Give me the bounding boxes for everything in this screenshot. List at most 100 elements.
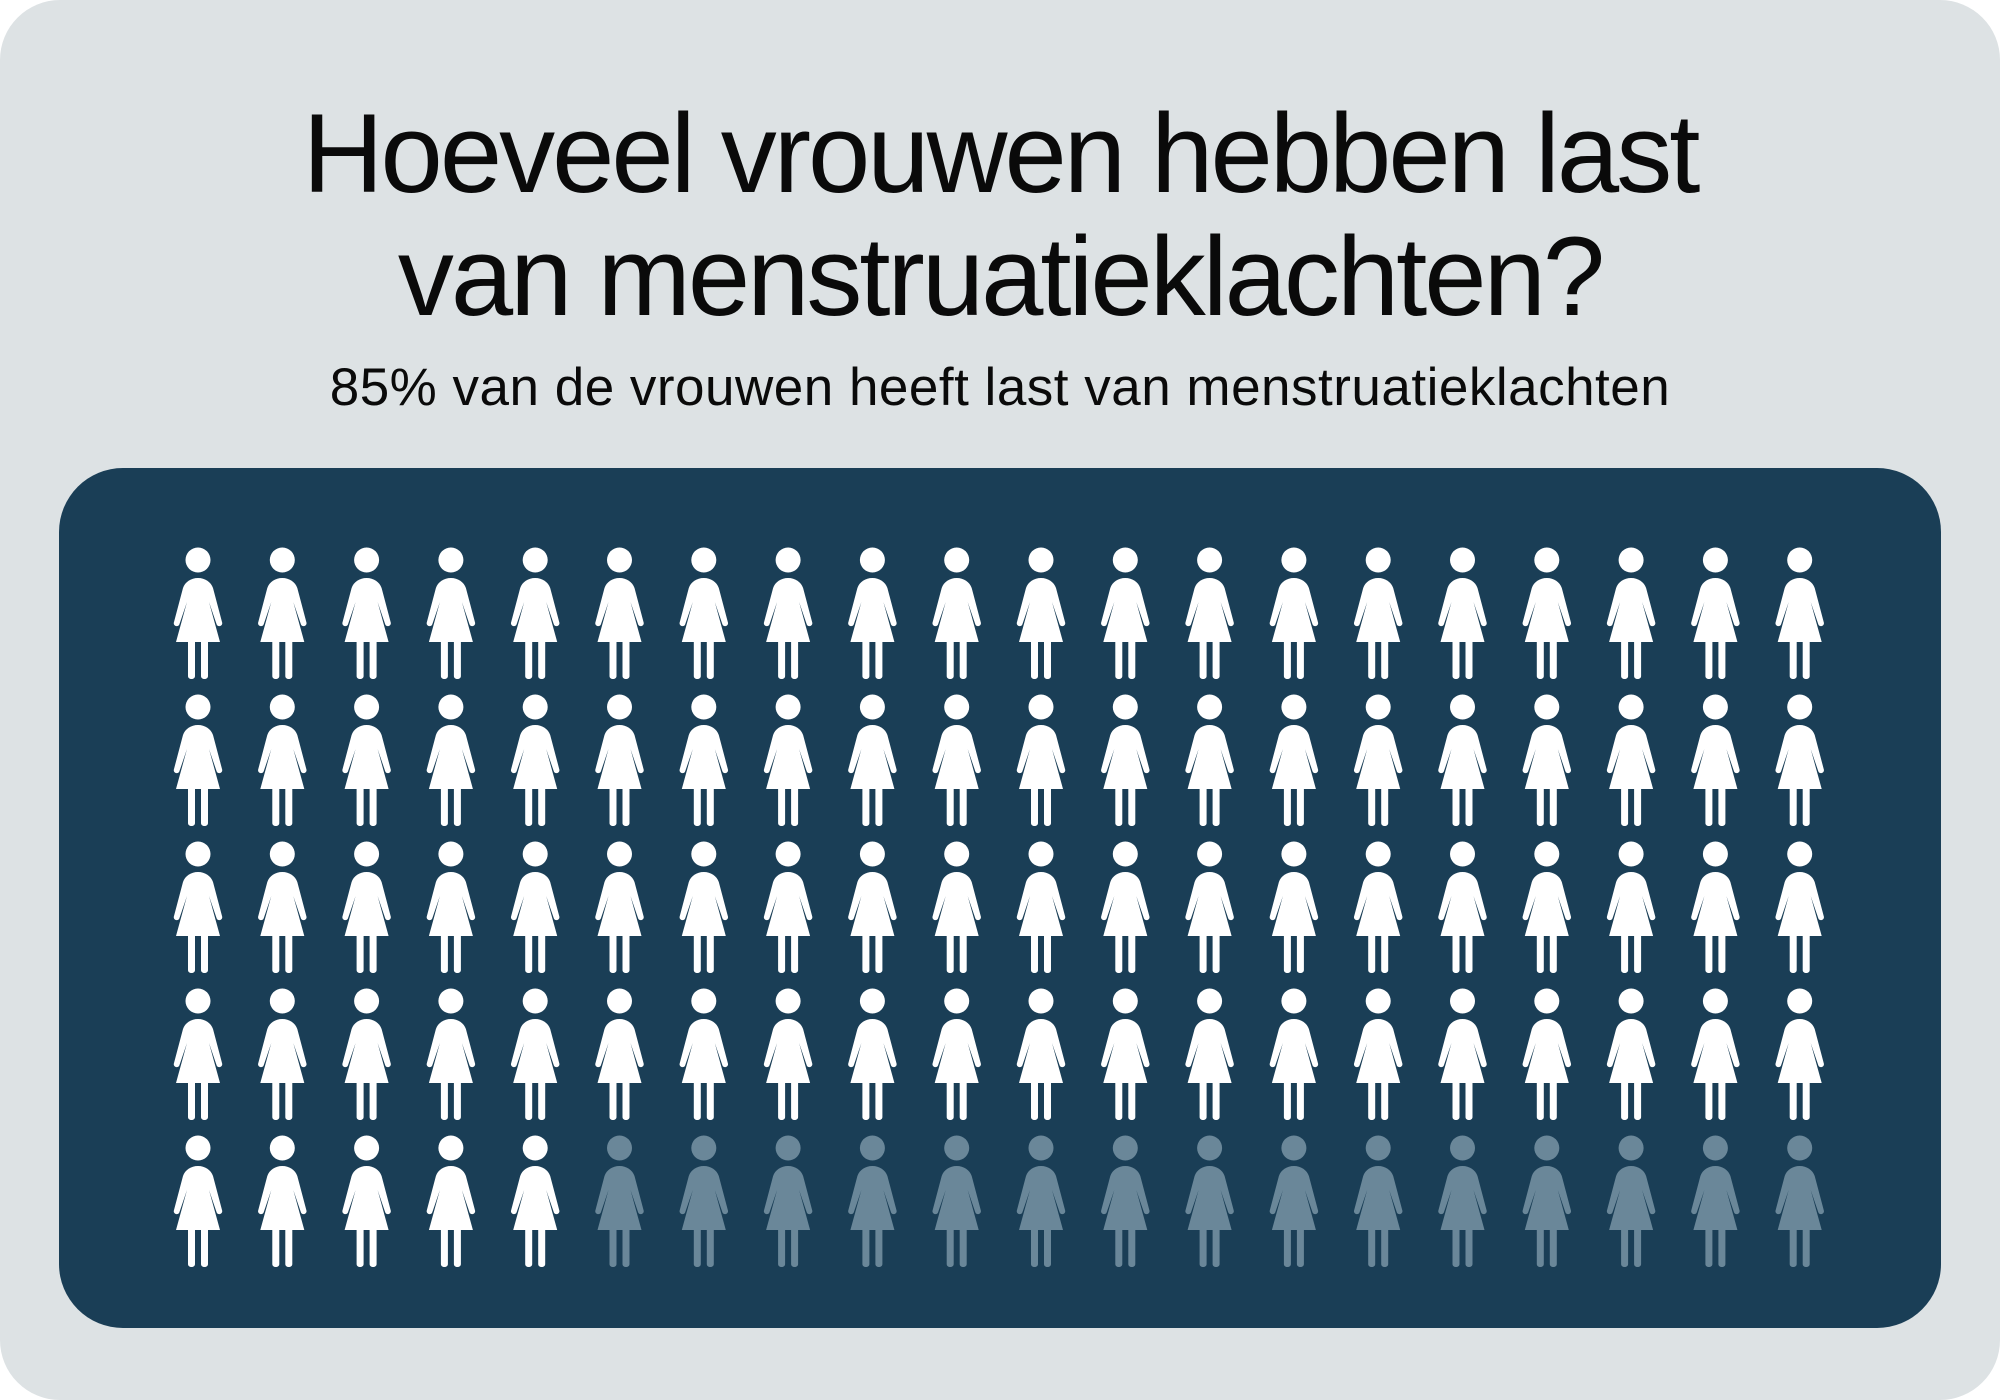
woman-icon-head [1450,841,1475,867]
woman-icon-body [1269,1019,1319,1120]
woman-icon-body [258,578,307,679]
woman-icon-head [944,694,970,720]
woman-icon-head [354,694,380,720]
woman-icon-filled [258,841,307,973]
title-line-2: van menstruatieklachten? [397,214,1605,339]
woman-icon-filled [1269,547,1319,679]
woman-icon-filled [342,547,391,679]
woman-icon-body [510,872,560,973]
woman-icon-filled [848,694,897,826]
woman-icon-body [763,725,813,826]
woman-icon-body [679,578,729,679]
woman-icon-filled [426,841,476,973]
woman-icon-body [1522,1019,1572,1120]
woman-icon-body [1016,725,1066,826]
woman-icon-body [342,725,391,826]
woman-icon-head [1787,841,1813,867]
woman-icon-body [1606,1019,1656,1120]
woman-icon-filled [595,988,644,1120]
woman-icon-filled [932,841,981,973]
woman-icon-head [438,1135,464,1161]
woman-icon-filled [1185,694,1234,826]
woman-icon-head [1365,988,1391,1014]
woman-icon-head [438,841,464,867]
woman-icon-unfilled [1438,1135,1487,1267]
woman-icon-head [944,988,970,1014]
woman-icon-body [1269,578,1319,679]
woman-icon-head [354,1135,380,1161]
woman-icon-filled [1438,547,1487,679]
woman-icon-filled [1438,841,1487,973]
woman-icon-filled [258,694,307,826]
woman-icon-body [1185,725,1234,826]
woman-icon-head [691,1135,717,1161]
woman-icon-unfilled [1775,1135,1824,1267]
woman-icon-head [438,988,464,1014]
woman-icon-head [1365,547,1391,573]
woman-icon-body [173,1166,223,1267]
woman-icon-body [1438,578,1487,679]
woman-icon-head [859,547,885,573]
woman-icon-head [522,1135,548,1161]
woman-icon-filled [763,694,813,826]
woman-icon-filled [679,547,729,679]
woman-icon-body [342,578,391,679]
woman-icon-filled [342,988,391,1120]
woman-icon-filled [1775,547,1824,679]
woman-icon-head [1450,547,1475,573]
woman-icon-filled [342,841,391,973]
woman-icon-filled [1101,988,1150,1120]
woman-icon-head [438,547,464,573]
woman-icon-body [1269,1166,1319,1267]
woman-icon-filled [1606,694,1656,826]
woman-icon-filled [1016,988,1066,1120]
woman-icon-body [1185,578,1234,679]
woman-icon-filled [258,547,307,679]
woman-icon-filled [173,1135,223,1267]
woman-icon-body [1438,1166,1487,1267]
woman-icon-filled [510,547,560,679]
infographic-title: Hoeveel vrouwen hebben last van menstrua… [0,92,2000,338]
woman-icon-head [1112,841,1138,867]
woman-icon-body [1016,1019,1066,1120]
woman-icon-head [775,547,801,573]
woman-icon-head [607,1135,632,1161]
woman-icon-head [1618,1135,1644,1161]
woman-icon-head [1534,841,1560,867]
woman-icon-head [1787,1135,1813,1161]
woman-icon-filled [763,547,813,679]
woman-icon-filled [1016,547,1066,679]
woman-icon-head [1450,694,1475,720]
woman-icon-head [1534,547,1560,573]
woman-icon-head [1281,1135,1307,1161]
woman-icon-body [1269,872,1319,973]
woman-icon-head [1618,547,1644,573]
woman-icon-body [848,872,897,973]
woman-icon-body [595,872,644,973]
woman-icon-filled [1775,988,1824,1120]
woman-icon-body [848,578,897,679]
woman-icon-head [269,1135,295,1161]
woman-icon-head [1281,841,1307,867]
woman-icon-head [185,988,211,1014]
woman-icon-filled [1353,547,1403,679]
woman-icon-head [1028,547,1054,573]
woman-icon-filled [1438,988,1487,1120]
woman-icon-unfilled [763,1135,813,1267]
woman-icon-head [1112,1135,1138,1161]
title-line-1: Hoeveel vrouwen hebben last [302,91,1701,216]
woman-icon-head [269,547,295,573]
woman-icon-body [258,872,307,973]
woman-icon-filled [1522,547,1572,679]
woman-icon-body [1353,872,1403,973]
woman-icon-filled [510,988,560,1120]
woman-icon-filled [1016,841,1066,973]
woman-icon-filled [1691,547,1740,679]
woman-icon-head [775,988,801,1014]
woman-icon-head [354,841,380,867]
woman-icon-body [1691,1166,1740,1267]
woman-icon-body [1775,578,1824,679]
woman-icon-body [1101,1019,1150,1120]
woman-icon-filled [258,988,307,1120]
woman-icon-filled [1606,547,1656,679]
